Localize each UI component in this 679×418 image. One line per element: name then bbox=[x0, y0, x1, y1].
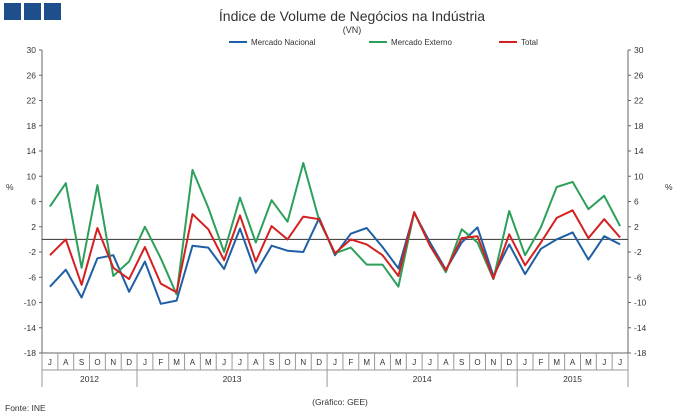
x-tick-label: J bbox=[143, 358, 147, 367]
x-tick-label: J bbox=[222, 358, 226, 367]
x-tick-label: J bbox=[48, 358, 52, 367]
y-tick-label-left: 26 bbox=[27, 70, 37, 80]
x-tick-label: J bbox=[412, 358, 416, 367]
y-tick-label-right: 2 bbox=[634, 222, 639, 232]
y-tick-label-left: 6 bbox=[31, 197, 36, 207]
year-label: 2012 bbox=[80, 374, 99, 384]
y-tick-label-left: 10 bbox=[27, 171, 37, 181]
x-tick-label: J bbox=[618, 358, 622, 367]
y-tick-label-left: -2 bbox=[28, 247, 36, 257]
y-tick-label-left: 2 bbox=[31, 222, 36, 232]
y-tick-label-left: -6 bbox=[28, 272, 36, 282]
chart-title: Índice de Volume de Negócios na Indústri… bbox=[219, 8, 485, 24]
x-tick-label: M bbox=[363, 358, 370, 367]
y-tick-label-right: 30 bbox=[634, 45, 644, 55]
legend-label: Total bbox=[521, 38, 538, 47]
x-tick-label: M bbox=[585, 358, 592, 367]
legend-label: Mercado Nacional bbox=[251, 38, 316, 47]
chart-series bbox=[49, 162, 621, 305]
logo-square bbox=[44, 3, 61, 20]
source-note: Fonte: INE bbox=[5, 403, 46, 413]
y-tick-label-left: -14 bbox=[24, 323, 37, 333]
chart-legend: Mercado Nacional Mercado Externo Total bbox=[229, 38, 538, 47]
ine-logo-icon bbox=[4, 3, 61, 20]
credit-note: (Gráfico: GEE) bbox=[312, 397, 368, 407]
x-tick-label: M bbox=[205, 358, 212, 367]
y-tick-label-right: -18 bbox=[634, 348, 647, 358]
x-tick-label: D bbox=[506, 358, 512, 367]
y-tick-label-left: -18 bbox=[24, 348, 37, 358]
x-tick-label: A bbox=[570, 358, 576, 367]
x-tick-label: S bbox=[269, 358, 274, 367]
y-tick-label-left: 14 bbox=[27, 146, 37, 156]
y-tick-label-right: -6 bbox=[634, 272, 642, 282]
series-line-mercado-externo bbox=[49, 162, 621, 296]
y-tick-label-right: 6 bbox=[634, 197, 639, 207]
y-tick-label-right: 22 bbox=[634, 96, 644, 106]
x-tick-label: J bbox=[602, 358, 606, 367]
x-tick-label: F bbox=[348, 358, 353, 367]
y-tick-label-left: 18 bbox=[27, 121, 37, 131]
year-label: 2015 bbox=[563, 374, 582, 384]
x-tick-label: N bbox=[300, 358, 306, 367]
legend-label: Mercado Externo bbox=[391, 38, 452, 47]
x-tick-label: S bbox=[459, 358, 464, 367]
x-tick-label: J bbox=[428, 358, 432, 367]
x-tick-label: A bbox=[443, 358, 449, 367]
y-tick-label-right: -14 bbox=[634, 323, 647, 333]
x-tick-label: S bbox=[79, 358, 84, 367]
x-tick-label: D bbox=[316, 358, 322, 367]
x-tick-label: F bbox=[158, 358, 163, 367]
y-tick-label-left: 30 bbox=[27, 45, 37, 55]
logo-square bbox=[24, 3, 41, 20]
year-label: 2013 bbox=[223, 374, 242, 384]
y-tick-label-right: 26 bbox=[634, 70, 644, 80]
x-tick-label: O bbox=[284, 358, 290, 367]
x-tick-label: F bbox=[538, 358, 543, 367]
y-tick-label-right: 10 bbox=[634, 171, 644, 181]
x-tick-label: D bbox=[126, 358, 132, 367]
x-tick-label: A bbox=[380, 358, 386, 367]
y-tick-label-left: -10 bbox=[24, 298, 37, 308]
chart-subtitle: (VN) bbox=[343, 25, 362, 35]
x-tick-label: A bbox=[253, 358, 259, 367]
x-tick-label: A bbox=[63, 358, 69, 367]
y-tick-label-right: 18 bbox=[634, 121, 644, 131]
y-tick-label-right: -2 bbox=[634, 247, 642, 257]
x-tick-label: O bbox=[474, 358, 480, 367]
series-line-mercado-nacional bbox=[49, 211, 621, 305]
x-tick-label: M bbox=[173, 358, 180, 367]
y-tick-label-left: 22 bbox=[27, 96, 37, 106]
x-tick-label: A bbox=[190, 358, 196, 367]
x-tick-label: N bbox=[490, 358, 496, 367]
x-tick-label: J bbox=[523, 358, 527, 367]
y-axis-label-right: % bbox=[665, 182, 673, 192]
x-tick-label: M bbox=[395, 358, 402, 367]
logo-square bbox=[4, 3, 21, 20]
y-tick-label-right: -10 bbox=[634, 298, 647, 308]
y-tick-label-right: 14 bbox=[634, 146, 644, 156]
y-axis-label-left: % bbox=[6, 182, 14, 192]
x-tick-label: J bbox=[238, 358, 242, 367]
x-tick-label: N bbox=[110, 358, 116, 367]
x-tick-label: M bbox=[553, 358, 560, 367]
x-tick-label: J bbox=[333, 358, 337, 367]
series-line-total bbox=[49, 209, 621, 294]
year-label: 2014 bbox=[413, 374, 432, 384]
x-tick-label: O bbox=[94, 358, 100, 367]
